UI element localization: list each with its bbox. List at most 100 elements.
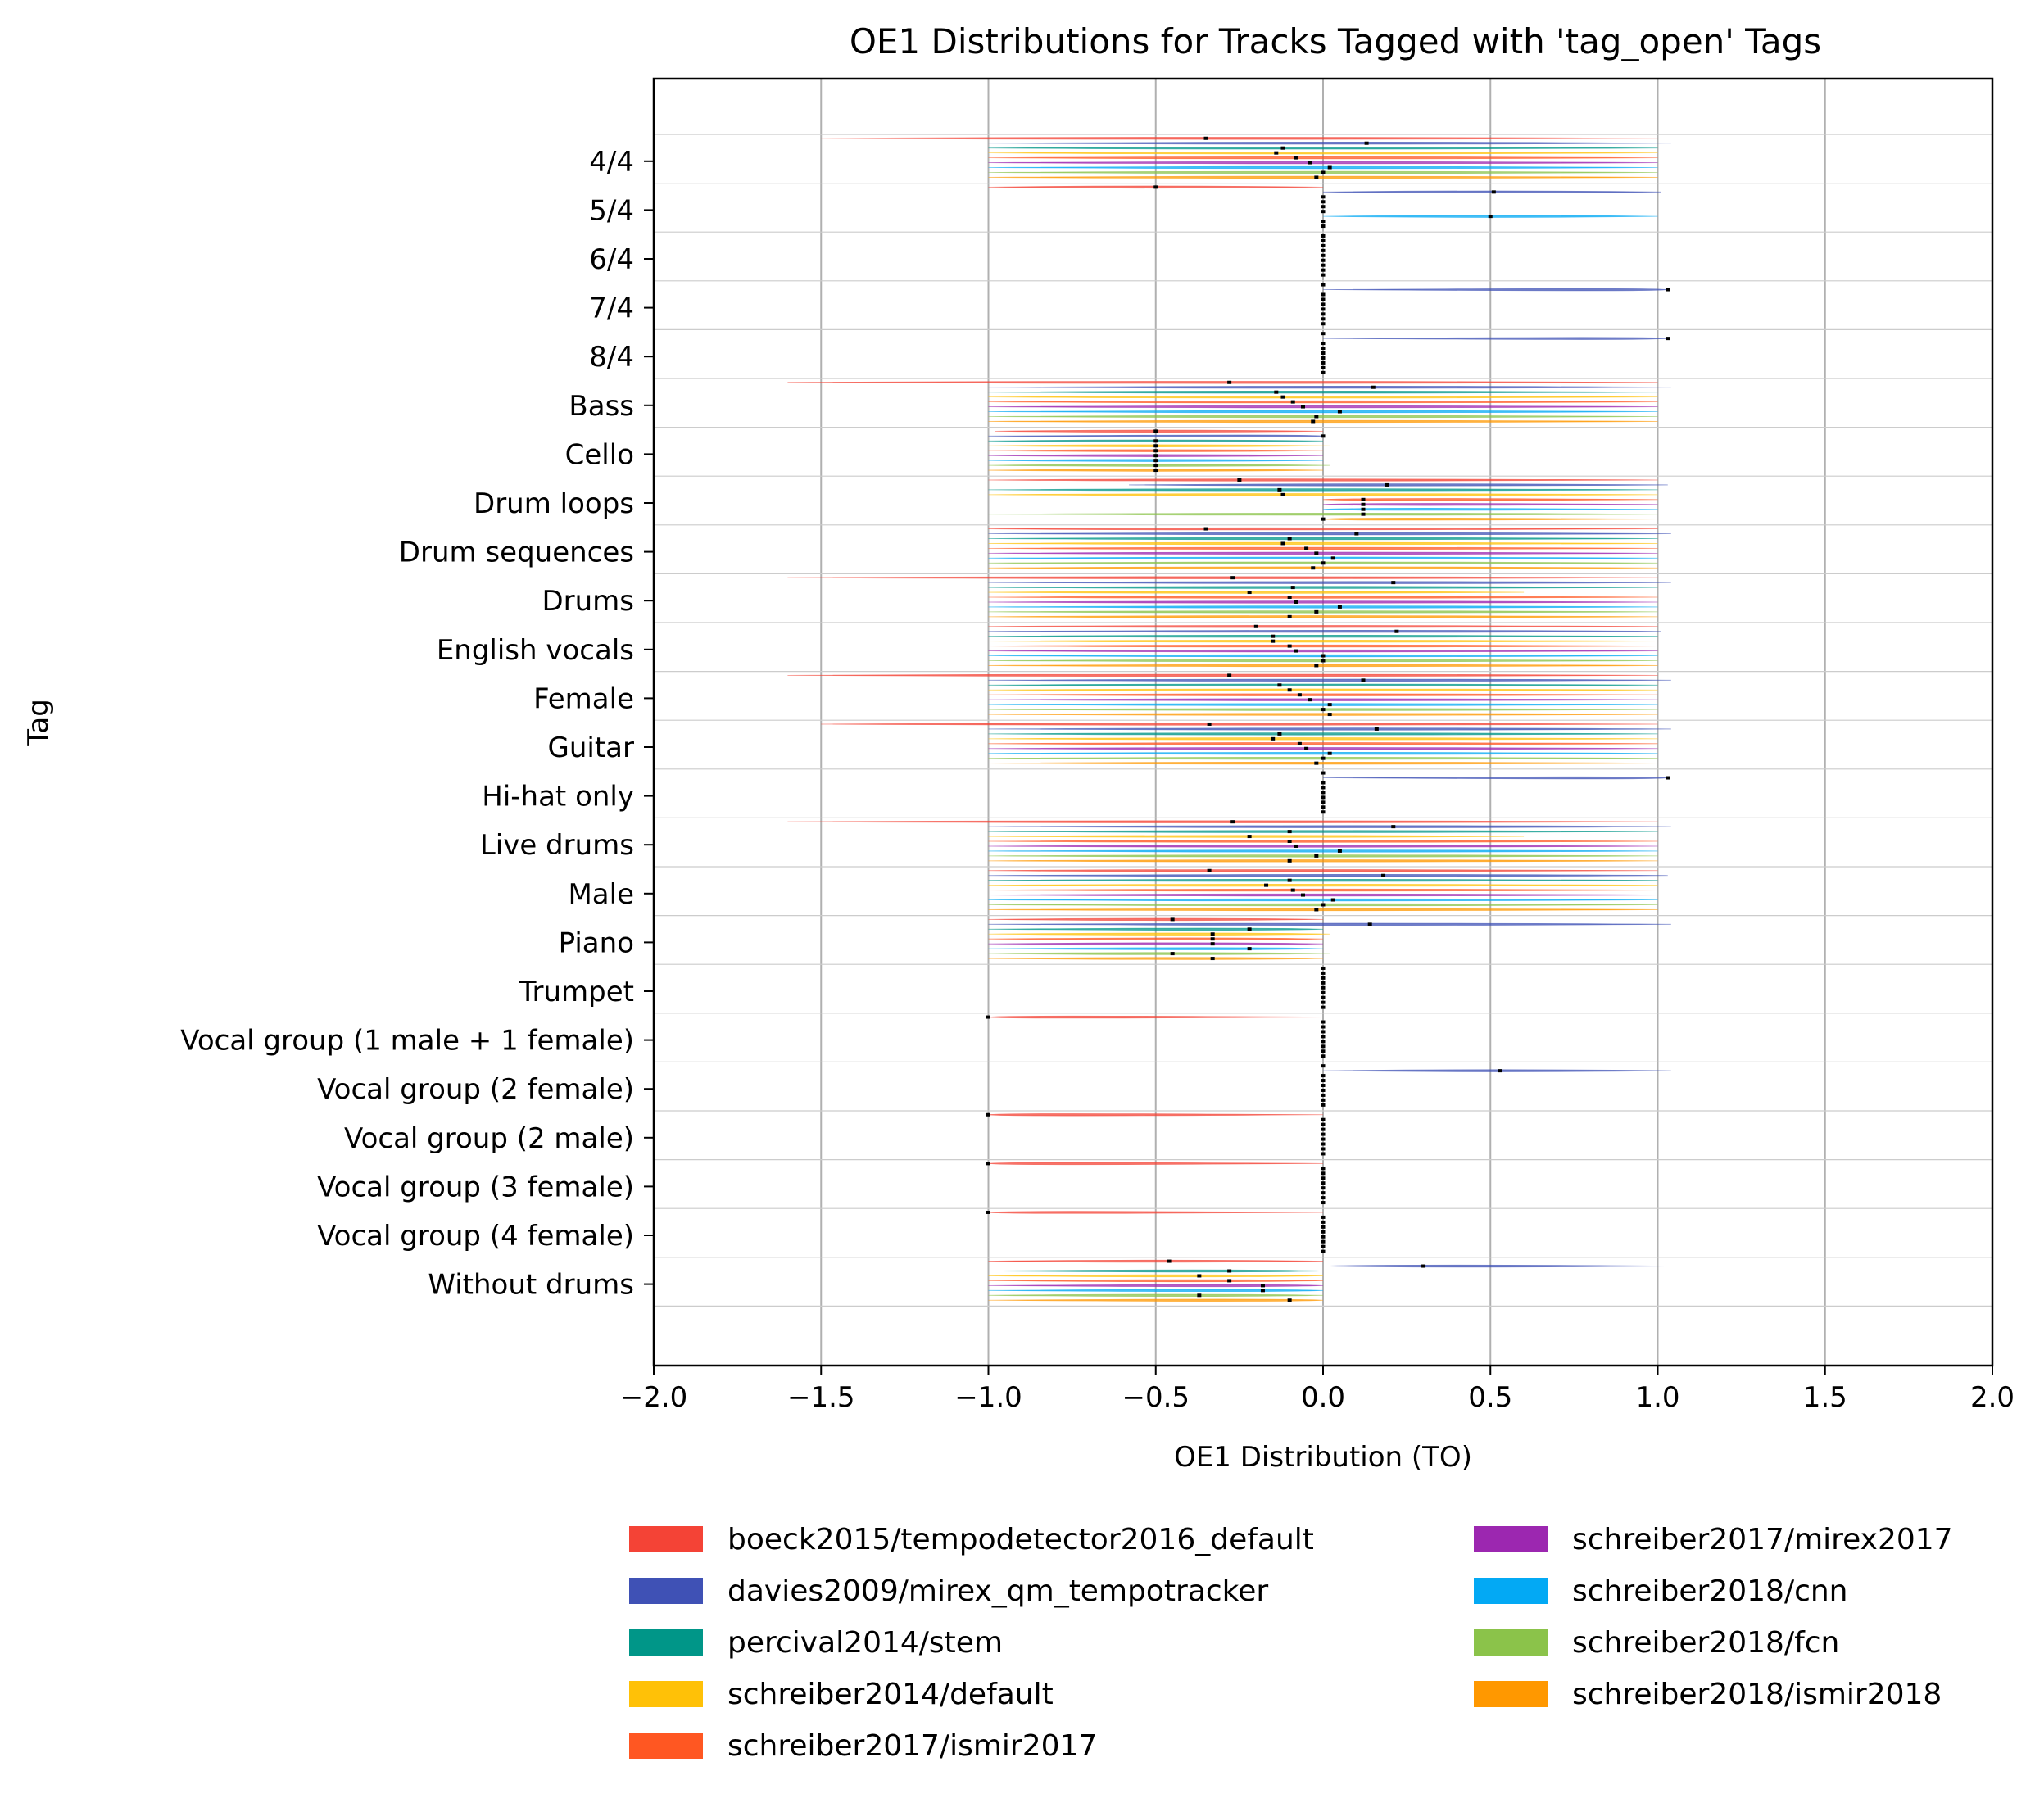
median-marker <box>1287 596 1292 600</box>
median-marker <box>1337 849 1342 853</box>
median-marker <box>1153 429 1158 433</box>
median-marker <box>1321 1122 1326 1126</box>
violin-2 <box>1322 1069 1671 1072</box>
median-marker <box>1321 1074 1326 1078</box>
median-marker <box>1394 629 1399 633</box>
chart-title: OE1 Distributions for Tracks Tagged with… <box>850 21 1821 61</box>
median-marker <box>1287 614 1292 618</box>
legend-label: schreiber2018/fcn <box>1572 1626 1839 1660</box>
x-tick-label: −2.0 <box>620 1381 688 1414</box>
median-marker <box>1321 1132 1326 1136</box>
y-tick-label: Vocal group (2 female) <box>317 1073 634 1106</box>
y-tick-label: Vocal group (3 female) <box>317 1171 634 1203</box>
median-marker <box>1321 971 1326 975</box>
median-marker <box>1207 722 1212 726</box>
x-tick-label: 2.0 <box>1970 1381 2015 1414</box>
median-marker <box>1314 761 1319 765</box>
violin-1 <box>787 576 1658 579</box>
violin-5 <box>988 156 1658 160</box>
violin-1 <box>988 1259 1324 1263</box>
median-marker <box>1321 1225 1326 1229</box>
median-marker <box>1321 791 1326 795</box>
legend: boeck2015/tempodetector2016_defaultdavie… <box>629 1523 1953 1763</box>
median-marker <box>1321 1030 1326 1034</box>
median-marker <box>1361 678 1366 682</box>
legend-swatch <box>629 1629 703 1656</box>
median-marker <box>1247 835 1252 839</box>
median-marker <box>1314 551 1319 555</box>
violin-4 <box>988 541 1658 546</box>
median-marker <box>1367 922 1372 926</box>
violin-8 <box>988 464 1330 467</box>
violin-4 <box>988 444 1330 447</box>
median-marker <box>1321 1005 1326 1009</box>
median-marker <box>1321 302 1326 306</box>
violin-3 <box>988 683 1658 686</box>
violin-4 <box>988 932 1330 936</box>
median-marker <box>1321 263 1326 267</box>
violin-5 <box>1322 498 1658 501</box>
median-marker <box>1170 952 1175 956</box>
y-tick-label: 5/4 <box>589 194 634 227</box>
violin-9 <box>988 1298 1324 1302</box>
median-marker <box>1361 507 1366 511</box>
violin-2 <box>1322 1264 1668 1268</box>
violin-3 <box>988 878 1658 882</box>
y-tick-label: 8/4 <box>589 341 634 374</box>
x-tick-label: 1.0 <box>1635 1381 1679 1414</box>
violin-1 <box>995 429 1324 433</box>
violin-6 <box>988 893 1658 897</box>
median-marker <box>1290 888 1295 892</box>
y-axis-ticks: 4/4 5/4 6/4 7/4 8/4 Bass Cello Drum loops Drum s… <box>180 146 654 1302</box>
violin-8 <box>988 1293 1324 1297</box>
violin-7 <box>988 947 1324 950</box>
x-axis-ticks: −2.0 −1.5 −1.0 −0.5 0.0 0.5 1.0 1.5 2.0 <box>620 1366 2015 1414</box>
median-marker <box>1271 639 1276 643</box>
median-marker <box>986 1112 990 1117</box>
median-marker <box>1321 1176 1326 1180</box>
median-marker <box>1321 1025 1326 1029</box>
violin-1 <box>988 527 1658 531</box>
violin-5 <box>988 1279 1324 1283</box>
violin-1 <box>988 1162 1324 1166</box>
legend-label: davies2009/mirex_qm_tempotracker <box>727 1574 1268 1608</box>
median-marker <box>1321 1093 1326 1097</box>
median-marker <box>1321 1127 1326 1131</box>
violin-2 <box>1322 776 1669 780</box>
median-marker <box>1321 434 1326 438</box>
median-marker <box>1321 1000 1326 1004</box>
y-tick-label: Cello <box>565 438 634 471</box>
y-tick-label: Guitar <box>548 732 635 764</box>
violin-2 <box>1322 288 1669 292</box>
median-marker <box>1314 908 1319 912</box>
violin-9 <box>988 615 1658 618</box>
median-marker <box>1321 1040 1326 1044</box>
median-marker <box>1361 502 1366 506</box>
median-marker <box>1308 698 1312 702</box>
violin-4 <box>988 1274 1324 1278</box>
violin-3 <box>988 830 1658 833</box>
legend-swatch <box>1474 1629 1548 1656</box>
violin-1 <box>988 1113 1324 1117</box>
median-marker <box>1321 990 1326 994</box>
violin-3 <box>988 1269 1324 1273</box>
median-marker <box>1321 243 1326 247</box>
violin-1 <box>988 869 1658 872</box>
median-marker <box>1321 1117 1326 1121</box>
median-marker <box>1304 746 1309 750</box>
y-tick-label: Vocal group (1 male + 1 female) <box>180 1025 634 1058</box>
median-marker <box>1280 395 1285 399</box>
median-marker <box>1277 683 1282 687</box>
violin-8 <box>988 415 1658 419</box>
y-tick-label: Male <box>568 878 634 911</box>
median-marker <box>1321 1244 1326 1248</box>
violin-1 <box>988 1015 1324 1019</box>
median-marker <box>1321 253 1326 257</box>
violin-9 <box>988 664 1658 668</box>
y-tick-label: Hi-hat only <box>482 781 634 813</box>
legend-swatch <box>629 1733 703 1759</box>
median-marker <box>1321 1084 1326 1088</box>
median-marker <box>1321 810 1326 814</box>
median-marker <box>1321 224 1326 229</box>
